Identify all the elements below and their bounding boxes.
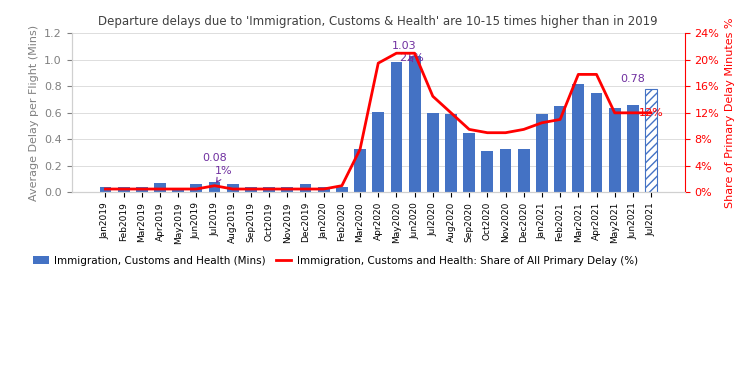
Bar (427, 113, 439, 192)
Bar (263, 187, 275, 192)
Bar (609, 107, 620, 192)
Bar (445, 114, 457, 192)
Bar (118, 187, 130, 192)
Y-axis label: Average Delay per Flight (Mins): Average Delay per Flight (Mins) (28, 25, 38, 201)
Text: 12%: 12% (638, 108, 663, 118)
Bar (500, 149, 512, 192)
Bar (100, 187, 111, 192)
Bar (299, 184, 311, 192)
Bar (391, 63, 402, 192)
Bar (554, 106, 566, 192)
Bar (209, 182, 220, 192)
Bar (645, 89, 657, 192)
Title: Departure delays due to 'Immigration, Customs & Health' are 10-15 times higher t: Departure delays due to 'Immigration, Cu… (98, 15, 658, 28)
Bar (281, 187, 293, 192)
Text: 1.03: 1.03 (392, 40, 416, 51)
Text: 1%: 1% (214, 166, 232, 182)
Bar (226, 184, 238, 192)
Bar (464, 133, 475, 192)
Legend: Immigration, Customs and Health (Mins), Immigration, Customs and Health: Share o: Immigration, Customs and Health (Mins), … (28, 251, 642, 270)
Bar (572, 84, 584, 192)
Bar (154, 183, 166, 192)
Bar (318, 187, 329, 192)
Bar (245, 187, 256, 192)
Bar (627, 105, 639, 192)
Text: 0.08: 0.08 (202, 153, 227, 163)
Text: 0.78: 0.78 (620, 74, 645, 84)
Bar (336, 187, 348, 192)
Bar (536, 114, 548, 192)
Bar (409, 56, 421, 192)
Bar (354, 149, 366, 192)
Bar (172, 188, 184, 192)
Bar (136, 187, 148, 192)
Text: 21%: 21% (400, 53, 424, 63)
Bar (482, 151, 494, 192)
Bar (372, 112, 384, 192)
Bar (518, 149, 530, 192)
Y-axis label: Share of Primary Delay Minutes %: Share of Primary Delay Minutes % (725, 18, 735, 208)
Bar (190, 184, 202, 192)
Bar (590, 93, 602, 192)
